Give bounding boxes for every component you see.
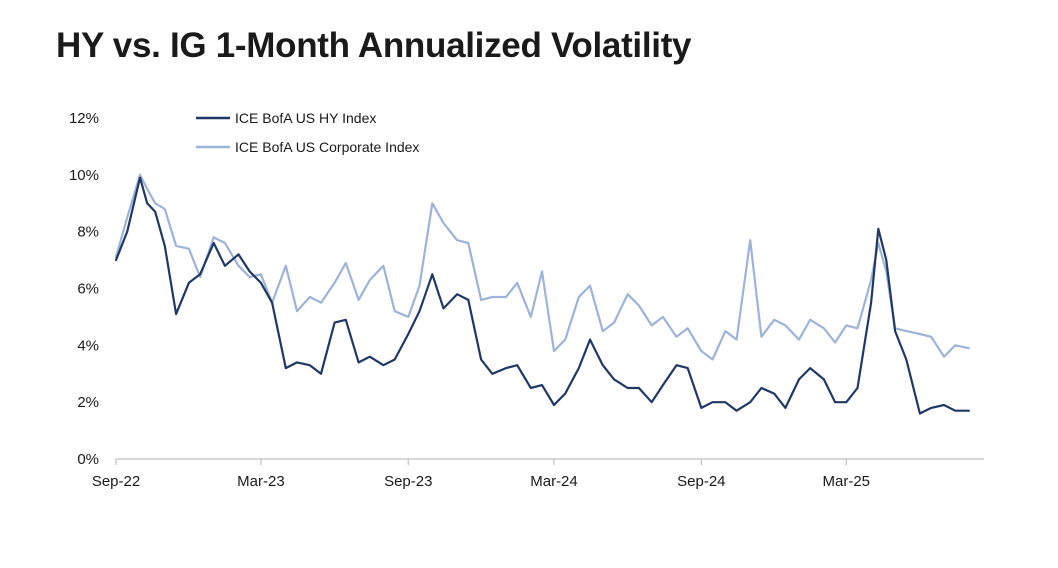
series-line-ig	[114, 173, 970, 361]
legend: ICE BofA US HY Index ICE BofA US Corporat…	[196, 110, 419, 155]
x-tick-label: Mar-25	[823, 473, 871, 490]
x-axis-labels: Sep-22 Mar-23 Sep-23 Mar-24 Sep-24 Mar-25	[92, 473, 870, 490]
y-tick-label: 12%	[69, 110, 99, 127]
legend-label-hy: ICE BofA US HY Index	[235, 110, 376, 126]
y-tick-label: 2%	[77, 394, 99, 411]
y-tick-label: 10%	[69, 167, 99, 184]
x-tick-label: Mar-23	[237, 473, 285, 490]
x-tick-label: Sep-24	[677, 473, 725, 490]
y-tick-label: 0%	[77, 451, 99, 468]
y-tick-label: 8%	[77, 224, 99, 241]
series-line-hy	[114, 176, 970, 415]
y-tick-label: 4%	[77, 337, 99, 354]
x-tick-label: Sep-22	[92, 473, 140, 490]
y-tick-label: 6%	[77, 281, 99, 298]
legend-label-ig: ICE BofA US Corporate Index	[235, 139, 419, 155]
y-axis-labels: 0% 2% 4% 6% 8% 10% 12%	[69, 110, 99, 468]
x-tick-label: Mar-24	[530, 473, 578, 490]
chart-title: HY vs. IG 1-Month Annualized Volatility	[56, 26, 692, 65]
x-tick-label: Sep-23	[384, 473, 432, 490]
series-lines	[114, 173, 970, 415]
x-axis-ticks	[115, 459, 847, 465]
